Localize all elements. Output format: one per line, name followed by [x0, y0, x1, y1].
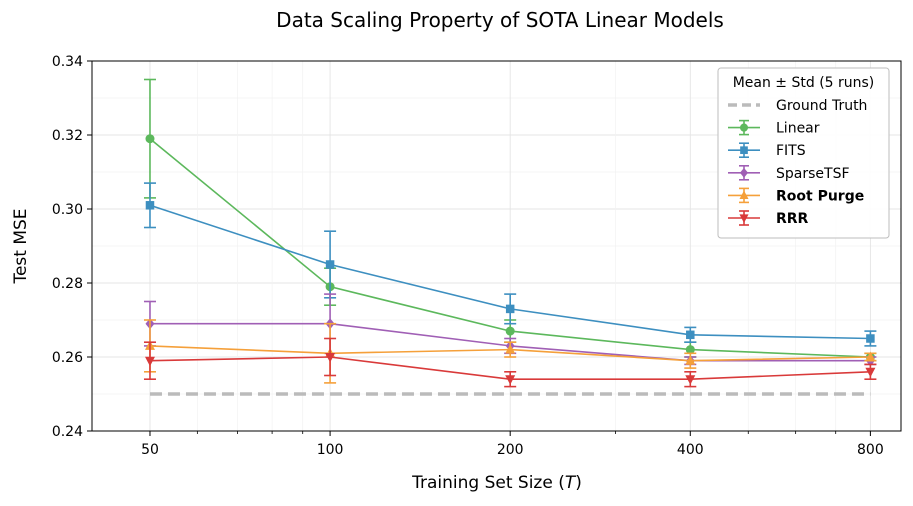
x-tick-label: 100 — [317, 442, 344, 458]
legend-label-root-purge: Root Purge — [776, 188, 864, 204]
legend-item-rrr: RRR — [728, 210, 809, 227]
x-tick-label: 200 — [497, 442, 524, 458]
legend-label-rrr: RRR — [776, 211, 809, 227]
data-point-linear — [685, 345, 695, 355]
chart-title: Data Scaling Property of SOTA Linear Mod… — [276, 8, 724, 32]
data-point-root-purge — [505, 344, 516, 354]
x-tick-label: 400 — [677, 442, 704, 458]
x-axis-label-main: Training Set Size ( — [411, 473, 565, 493]
y-tick-label: 0.30 — [52, 202, 83, 218]
x-axis-label-var: T — [565, 473, 577, 493]
y-tick-label: 0.34 — [52, 54, 83, 70]
series-rrr — [143, 337, 877, 388]
data-point-linear — [145, 134, 155, 144]
legend-item-sparsetsf: SparseTSF — [728, 165, 850, 182]
y-tick-label: 0.26 — [52, 350, 83, 366]
legend-label-linear: Linear — [776, 121, 820, 137]
data-point-rrr — [505, 375, 516, 385]
series-fits — [143, 182, 877, 347]
legend-marker-linear — [739, 123, 749, 132]
legend-item-ground-truth: Ground Truth — [728, 98, 867, 114]
x-axis-label: Training Set Size (T) — [411, 473, 582, 493]
axes: 0.24 0.26 0.28 0.30 0.32 0.34 50 100 200 400 800 — [52, 54, 902, 458]
legend-item-root-purge: Root Purge — [728, 187, 864, 204]
y-tick-label: 0.24 — [52, 424, 83, 440]
legend-label-ground-truth: Ground Truth — [776, 98, 867, 114]
y-tick-label: 0.32 — [52, 128, 83, 144]
data-point-linear — [505, 326, 515, 336]
y-axis-label: Test MSE — [11, 208, 31, 284]
legend-marker-sparsetsf — [739, 167, 749, 178]
y-tick-label: 0.28 — [52, 276, 83, 292]
x-tick-label: 800 — [857, 442, 884, 458]
data-point-fits — [866, 334, 875, 343]
legend-marker-fits — [740, 146, 748, 155]
legend-item-linear: Linear — [728, 119, 820, 137]
legend-item-fits: FITS — [728, 142, 806, 159]
axes-frame — [91, 60, 902, 432]
data-point-fits — [145, 201, 155, 210]
legend-marker-root-purge — [739, 190, 749, 199]
data-point-fits — [505, 304, 515, 314]
data-point-rrr — [144, 356, 155, 367]
legend-box — [717, 67, 890, 239]
data-point-fits — [686, 330, 695, 340]
x-tick-label: 50 — [141, 442, 159, 458]
legend-marker-rrr — [739, 214, 749, 223]
legend-title: Mean ± Std (5 runs) — [733, 75, 875, 91]
legend-label-fits: FITS — [776, 143, 806, 159]
legend-label-sparsetsf: SparseTSF — [776, 166, 850, 182]
data-point-rrr — [865, 367, 876, 378]
legend: Mean ± Std (5 runs) Ground Truth Linear FIT… — [717, 67, 890, 239]
data-point-root-purge — [685, 355, 696, 365]
x-axis-label-end: ) — [575, 473, 582, 493]
data-point-root-purge — [865, 351, 876, 361]
data-point-fits — [325, 260, 335, 269]
data-point-rrr — [325, 353, 336, 363]
plot-area — [143, 78, 877, 396]
data-point-rrr — [685, 375, 696, 385]
